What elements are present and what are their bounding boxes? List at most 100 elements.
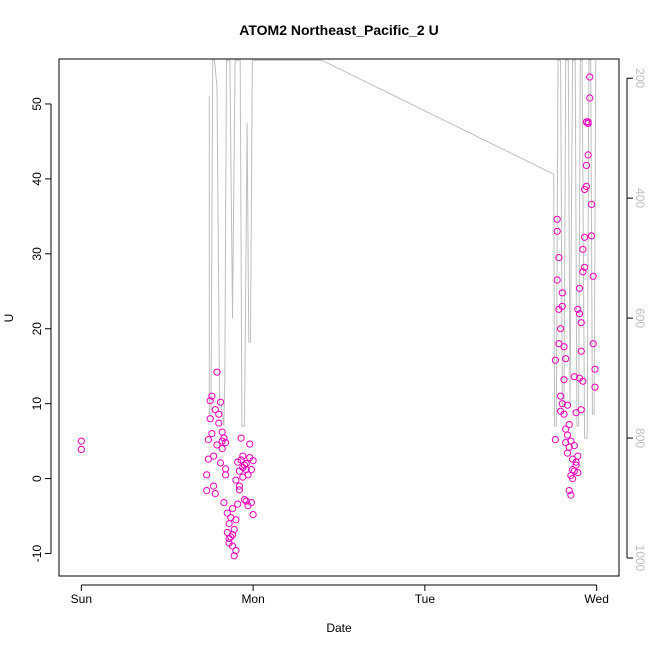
data-point — [227, 533, 235, 541]
data-point — [581, 233, 589, 241]
data-point — [203, 487, 211, 495]
data-point — [584, 118, 592, 126]
data-point — [575, 374, 584, 382]
data-point — [237, 456, 245, 464]
data-point — [574, 469, 582, 477]
y-tick-label: 50 — [30, 97, 44, 111]
x-tick-label: Tue — [415, 592, 436, 606]
data-point — [584, 151, 592, 159]
data-point — [574, 452, 582, 460]
data-point — [228, 542, 237, 550]
x-axis-label: Date — [326, 621, 352, 635]
data-point — [589, 272, 597, 280]
data-point — [237, 434, 245, 442]
plot-line-layer — [208, 59, 597, 439]
x-tick-label: Wed — [584, 592, 608, 606]
data-point — [203, 471, 211, 479]
axes-layer: Sun Mon Tue Wed -10 0 10 20 30 40 50 200 400 600 800 10… — [30, 68, 647, 606]
data-point — [246, 440, 254, 448]
data-point — [560, 343, 568, 351]
data-point — [222, 471, 230, 479]
data-point — [572, 409, 580, 417]
data-point — [235, 482, 243, 490]
x-tick-label: Sun — [71, 592, 92, 606]
data-point — [215, 419, 223, 427]
data-point — [215, 410, 223, 418]
data-point — [569, 466, 577, 474]
data-point — [582, 161, 591, 169]
data-point — [555, 340, 563, 348]
data-point — [208, 430, 216, 438]
data-point — [575, 310, 584, 318]
data-point — [553, 276, 561, 284]
data-point — [579, 245, 587, 253]
data-point — [563, 449, 572, 457]
data-point — [577, 406, 585, 414]
data-point — [239, 452, 247, 460]
data-point — [591, 365, 599, 373]
y-tick-label: -10 — [30, 545, 44, 563]
secondary-y-tick-label: 1000 — [633, 545, 647, 572]
data-point — [216, 398, 225, 406]
data-point — [562, 439, 570, 447]
data-point — [210, 482, 218, 490]
data-point — [558, 400, 566, 408]
data-point — [570, 442, 578, 450]
data-point — [567, 491, 575, 499]
data-point — [575, 284, 584, 292]
data-point — [553, 215, 561, 223]
data-point — [210, 452, 218, 460]
data-point — [213, 441, 221, 449]
data-point — [557, 325, 565, 333]
data-point — [569, 475, 577, 483]
data-point — [244, 471, 252, 479]
x-tick-label: Mon — [241, 592, 264, 606]
data-point — [558, 289, 566, 297]
data-point — [211, 490, 219, 498]
data-point — [577, 319, 585, 327]
data-point — [560, 376, 568, 384]
data-point — [586, 94, 594, 102]
data-point — [220, 499, 228, 507]
series-line — [208, 59, 597, 439]
data-point — [235, 467, 243, 475]
data-point — [567, 437, 575, 445]
data-point — [204, 436, 212, 444]
data-point — [557, 392, 565, 400]
plot-box — [58, 58, 620, 577]
y-tick-label: 20 — [30, 322, 44, 336]
data-point — [218, 428, 226, 436]
y-tick-label: 30 — [30, 247, 44, 261]
data-point — [574, 305, 582, 313]
data-point — [232, 546, 240, 555]
chart-title: ATOM2 Northeast_Pacific_2 U — [239, 22, 438, 38]
data-point — [232, 516, 240, 524]
data-point — [211, 406, 219, 414]
data-point — [555, 305, 563, 313]
data-point — [551, 436, 560, 444]
data-point — [213, 368, 221, 376]
data-point — [216, 459, 225, 467]
secondary-y-tick-label: 600 — [633, 308, 647, 328]
data-point — [247, 466, 255, 474]
data-point — [222, 439, 230, 447]
data-point — [579, 268, 587, 276]
data-point — [77, 437, 85, 445]
data-point — [225, 534, 233, 543]
data-point — [586, 73, 594, 81]
data-point — [240, 496, 249, 504]
data-point — [222, 465, 230, 473]
data-point — [242, 497, 250, 505]
data-point — [560, 410, 568, 418]
data-point — [240, 461, 249, 469]
data-point — [225, 520, 233, 528]
data-point — [562, 355, 570, 363]
data-point — [581, 185, 589, 193]
data-point — [234, 500, 242, 508]
data-point — [206, 397, 214, 405]
data-point — [572, 461, 580, 469]
data-point — [228, 505, 237, 513]
secondary-y-tick-label: 200 — [633, 68, 647, 88]
data-point — [555, 254, 563, 262]
